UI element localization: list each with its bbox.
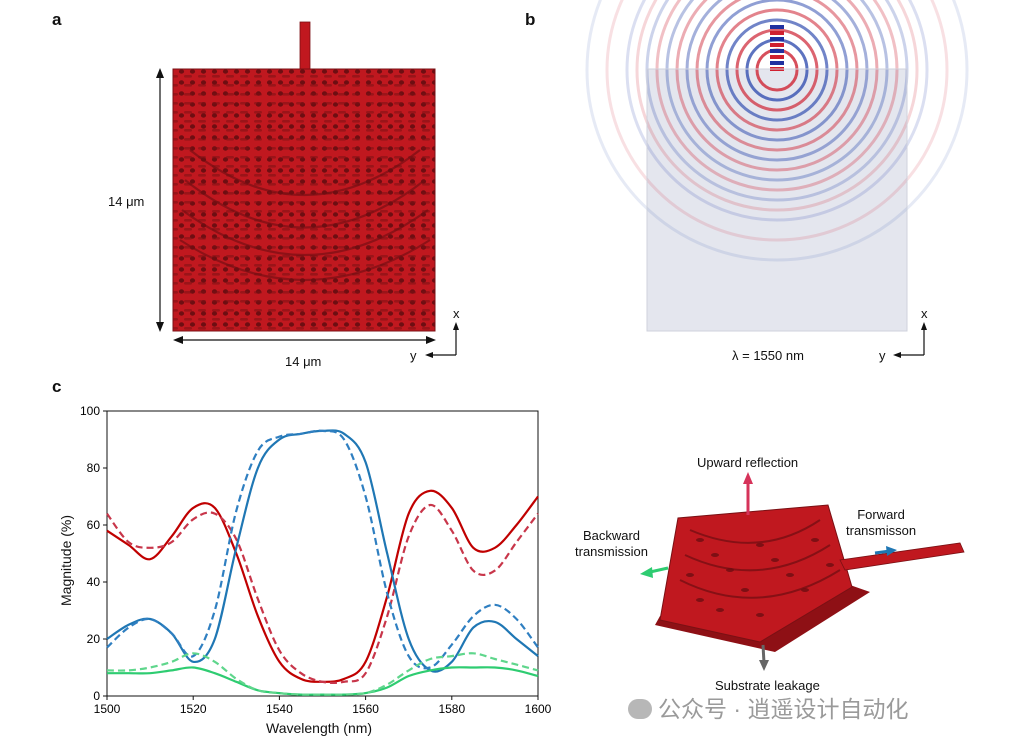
series-line-2 <box>106 429 539 673</box>
wavelength-label: λ = 1550 nm <box>732 348 804 363</box>
watermark-label: 公众号 · 逍遥设计自动化 <box>658 696 909 722</box>
y-tick-label: 0 <box>93 689 100 703</box>
height-label: 14 μm <box>108 194 145 209</box>
x-tick-label: 1600 <box>525 702 552 716</box>
panel-label-b: b <box>525 10 536 29</box>
watermark-text: 公众号 · 逍遥设计自动化 <box>628 690 908 724</box>
chart-frame <box>106 410 539 697</box>
series-line-1 <box>106 503 539 684</box>
x-tick-label: 1560 <box>352 702 379 716</box>
output-waveguide <box>839 542 965 571</box>
device-3d-schematic <box>640 472 965 671</box>
series-line-4 <box>107 666 539 696</box>
forward-transmission-label: Forward transmisson <box>846 507 917 538</box>
substrate-leakage-label: Substrate leakage <box>715 678 820 693</box>
axis-indicator-b <box>893 322 927 358</box>
chart-xlabel: Wavelength (nm) <box>266 720 373 736</box>
chart-ylabel: Magnitude (%) <box>58 514 74 606</box>
y-tick-label: 100 <box>80 404 100 418</box>
y-tick-label: 80 <box>87 461 101 475</box>
y-tick-label: 20 <box>87 632 101 646</box>
wechat-icon <box>628 699 652 719</box>
backward-transmission-label: Backward transmission <box>575 528 648 559</box>
axis-y-label-b: y <box>879 348 886 363</box>
backward-arrow <box>649 566 669 574</box>
panel-label-c: c <box>52 377 62 396</box>
x-tick-label: 1580 <box>438 702 465 716</box>
y-tick-label: 40 <box>87 575 101 589</box>
upward-reflection-label: Upward reflection <box>697 455 799 470</box>
input-waveguide <box>299 21 311 71</box>
width-label: 14 μm <box>285 354 322 369</box>
x-tick-label: 1500 <box>94 702 121 716</box>
axis-x-label-b: x <box>921 306 928 321</box>
y-tick-label: 60 <box>87 518 101 532</box>
spectrum-chart: 1500 1520 1540 1560 1580 1600 0 20 40 60 80 100 <box>80 404 552 716</box>
x-tick-label: 1540 <box>266 702 293 716</box>
slab-top <box>659 504 853 643</box>
axis-indicator-a <box>425 322 459 358</box>
series-line-3 <box>106 429 539 670</box>
x-tick-label: 1520 <box>180 702 207 716</box>
axis-y-label-a: y <box>410 348 417 363</box>
panel-label-a: a <box>52 10 62 29</box>
series-line-5 <box>106 652 539 696</box>
field-map <box>585 0 969 332</box>
axis-x-label-a: x <box>453 306 460 321</box>
